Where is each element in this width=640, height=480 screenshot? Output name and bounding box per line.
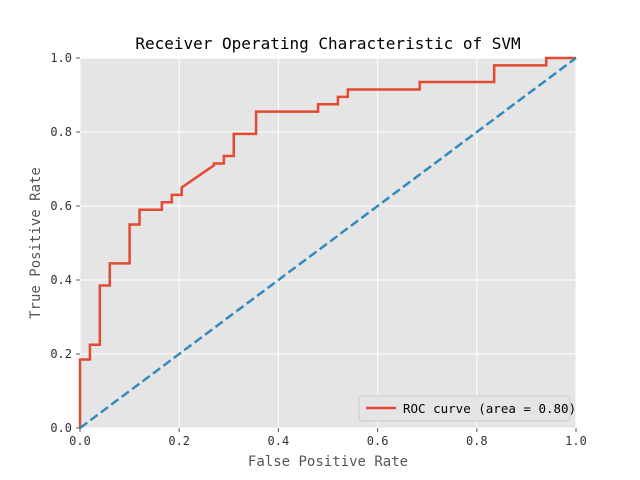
- x-tick-label: 0.0: [69, 434, 91, 448]
- legend-box: [358, 395, 571, 422]
- x-tick-label: 1.0: [565, 434, 587, 448]
- y-tick-label: 0.0: [50, 421, 72, 435]
- x-tick-label: 0.2: [168, 434, 190, 448]
- grid-lines: [79, 57, 577, 429]
- y-axis-label: True Positive Rate: [28, 167, 44, 319]
- y-tick-label: 0.2: [50, 347, 72, 361]
- legend-label-roc: ROC curve (area = 0.80): [403, 401, 576, 416]
- legend: ROC curve (area = 0.80): [358, 395, 576, 422]
- x-axis-label: False Positive Rate: [248, 454, 408, 470]
- y-tick-label: 0.4: [50, 273, 72, 287]
- y-axis-ticks: 0.0 0.2 0.4 0.6 0.8 1.0: [50, 51, 80, 435]
- series-lines: [78, 56, 577, 430]
- y-tick-label: 0.6: [50, 199, 72, 213]
- y-tick-label: 0.8: [50, 125, 72, 139]
- chart-title: Receiver Operating Characteristic of SVM: [135, 34, 520, 53]
- y-tick-label: 1.0: [50, 51, 72, 65]
- diagonal-reference-line: [79, 56, 577, 430]
- roc-curve-line: [78, 56, 576, 428]
- x-tick-label: 0.4: [268, 434, 290, 448]
- x-tick-label: 0.8: [466, 434, 488, 448]
- x-axis-ticks: 0.0 0.2 0.4 0.6 0.8 1.0: [69, 428, 587, 448]
- x-tick-label: 0.6: [367, 434, 389, 448]
